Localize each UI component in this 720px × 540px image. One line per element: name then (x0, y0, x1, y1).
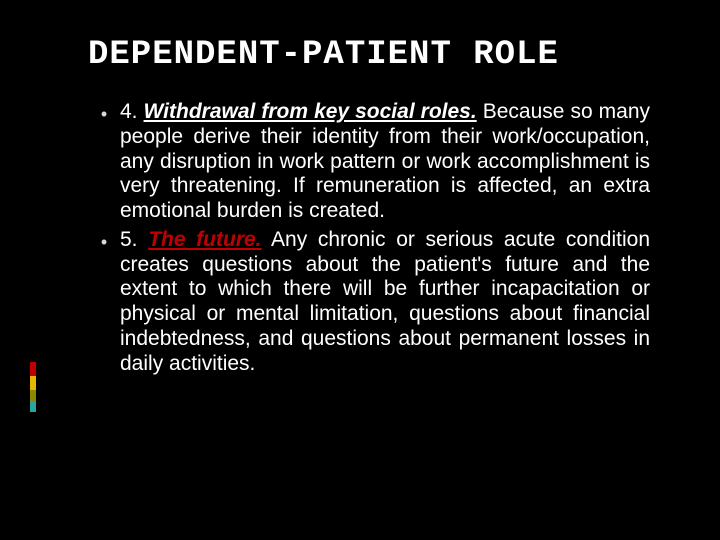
accent-color-bars (30, 362, 36, 412)
accent-bar-yellow (30, 376, 36, 390)
accent-bar-teal (30, 401, 36, 412)
bullet-item: • 5. The future. Any chronic or serious … (88, 228, 650, 377)
bullet-text: 4. Withdrawal from key social roles. Bec… (120, 100, 650, 224)
bullet-marker-icon: • (88, 100, 120, 126)
bullet-item: • 4. Withdrawal from key social roles. B… (88, 100, 650, 224)
accent-bar-olive (30, 390, 36, 401)
slide: DEPENDENT-PATIENT ROLE • 4. Withdrawal f… (0, 0, 720, 540)
bullet-text: 5. The future. Any chronic or serious ac… (120, 228, 650, 377)
accent-bar-red (30, 362, 36, 376)
bullet-lead-phrase: The future. (148, 228, 261, 251)
slide-title: DEPENDENT-PATIENT ROLE (88, 36, 650, 74)
slide-body: • 4. Withdrawal from key social roles. B… (88, 100, 650, 376)
bullet-lead-number: 5. (120, 228, 138, 251)
bullet-marker-icon: • (88, 228, 120, 254)
bullet-lead-phrase: Withdrawal from key social roles. (144, 100, 477, 123)
bullet-lead-number: 4. (120, 100, 138, 123)
